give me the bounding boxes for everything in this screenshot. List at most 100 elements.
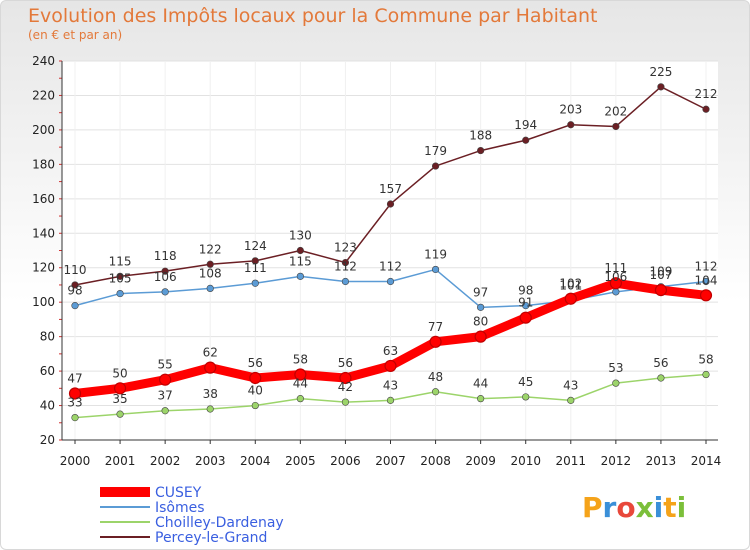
data-label: 115	[289, 254, 312, 268]
data-point	[68, 387, 82, 400]
data-point	[699, 289, 713, 302]
data-point	[477, 303, 485, 311]
data-label: 37	[158, 389, 173, 403]
data-labels: 110 115 118 122 124 130 123 157 179 188 194 203 202 2…	[64, 65, 718, 410]
data-point	[161, 267, 169, 275]
data-label: 122	[199, 242, 222, 256]
data-point	[204, 361, 217, 374]
y-tick-label: 40	[40, 399, 55, 413]
data-point	[206, 405, 214, 413]
x-tick-label: 2009	[465, 454, 496, 468]
data-label: 97	[473, 285, 488, 299]
data-label: 47	[67, 371, 82, 385]
y-tick-label: 120	[32, 261, 55, 275]
data-point	[116, 272, 124, 280]
data-point	[702, 370, 710, 379]
data-label: 106	[604, 270, 627, 284]
data-point	[474, 330, 487, 343]
y-tick-label: 140	[32, 226, 55, 240]
legend-item-cusey: CUSEY	[100, 485, 202, 501]
data-label: 102	[559, 277, 582, 291]
data-label: 124	[244, 239, 267, 253]
y-tick-label: 220	[32, 88, 55, 102]
data-label: 107	[649, 268, 672, 282]
data-point	[296, 395, 304, 403]
data-point	[477, 146, 485, 155]
x-tick-label: 2007	[375, 454, 406, 468]
data-point	[564, 292, 577, 305]
data-label: 212	[695, 87, 718, 101]
x-tick-label: 2014	[691, 454, 722, 468]
data-label: 53	[608, 361, 623, 375]
data-label: 43	[563, 378, 578, 392]
y-tick-label: 200	[32, 123, 55, 137]
chart-title: Evolution des Impôts locaux pour la Comm…	[28, 5, 598, 27]
series-percey-le-grand	[71, 83, 710, 289]
data-point	[519, 311, 532, 324]
legend-label: CUSEY	[155, 485, 202, 501]
data-point	[431, 388, 440, 396]
x-tick-label: 2003	[195, 454, 226, 468]
data-label: 40	[248, 384, 263, 398]
data-label: 202	[604, 104, 627, 118]
data-point	[296, 272, 304, 280]
data-label: 203	[559, 103, 582, 117]
data-point	[431, 162, 440, 170]
data-point	[654, 284, 668, 297]
chart-subtitle: (en € et par an)	[28, 28, 122, 42]
legend-label: Choilley-Dardenay	[155, 515, 284, 531]
y-tick-label: 160	[32, 192, 55, 206]
data-point	[206, 260, 214, 268]
data-point	[249, 371, 262, 385]
data-point	[206, 284, 214, 293]
data-label: 111	[604, 261, 627, 275]
data-point	[161, 407, 169, 415]
x-tick-label: 2000	[60, 454, 91, 468]
y-tick-label: 100	[32, 295, 55, 309]
data-point	[341, 258, 350, 267]
data-label: 63	[383, 344, 398, 358]
data-point	[339, 371, 352, 385]
data-point	[296, 246, 304, 255]
data-point	[612, 122, 620, 131]
data-point	[113, 382, 127, 395]
series-choilley-dardenay	[71, 370, 710, 422]
legend-item-choilley-dardenay: Choilley-Dardenay	[100, 515, 284, 531]
x-tick-label: 2005	[285, 454, 316, 468]
x-tick-label: 2012	[601, 454, 632, 468]
data-point	[612, 288, 620, 296]
data-label: 112	[695, 260, 718, 274]
data-point	[386, 277, 395, 286]
data-point	[116, 289, 124, 298]
logo-text: Proxiti	[582, 491, 686, 524]
data-label: 58	[293, 353, 308, 367]
proxiti-logo: Proxiti	[582, 491, 686, 524]
x-tick-label: 2008	[420, 454, 451, 468]
series-cusey	[68, 277, 713, 400]
data-point	[161, 288, 169, 296]
data-point	[567, 121, 575, 129]
series-is-mes	[71, 265, 710, 311]
data-label: 112	[379, 260, 402, 274]
data-label: 80	[473, 315, 488, 329]
x-tick-label: 2011	[556, 454, 587, 468]
data-label: 104	[695, 273, 718, 287]
data-label: 105	[109, 272, 132, 286]
data-label: 130	[289, 229, 312, 243]
data-point	[341, 277, 350, 286]
series-layer	[68, 83, 713, 422]
x-tick-label: 2001	[105, 454, 136, 468]
data-label: 188	[469, 129, 492, 143]
legend-label: Isômes	[155, 500, 205, 516]
data-label: 194	[514, 118, 537, 132]
data-label: 33	[67, 396, 82, 410]
data-label: 119	[424, 247, 447, 261]
data-point	[71, 302, 79, 310]
y-tick-label: 80	[40, 330, 55, 344]
data-point	[431, 265, 440, 274]
data-point	[386, 396, 395, 404]
data-point	[386, 200, 395, 208]
data-point	[567, 396, 575, 404]
data-point	[657, 374, 665, 382]
